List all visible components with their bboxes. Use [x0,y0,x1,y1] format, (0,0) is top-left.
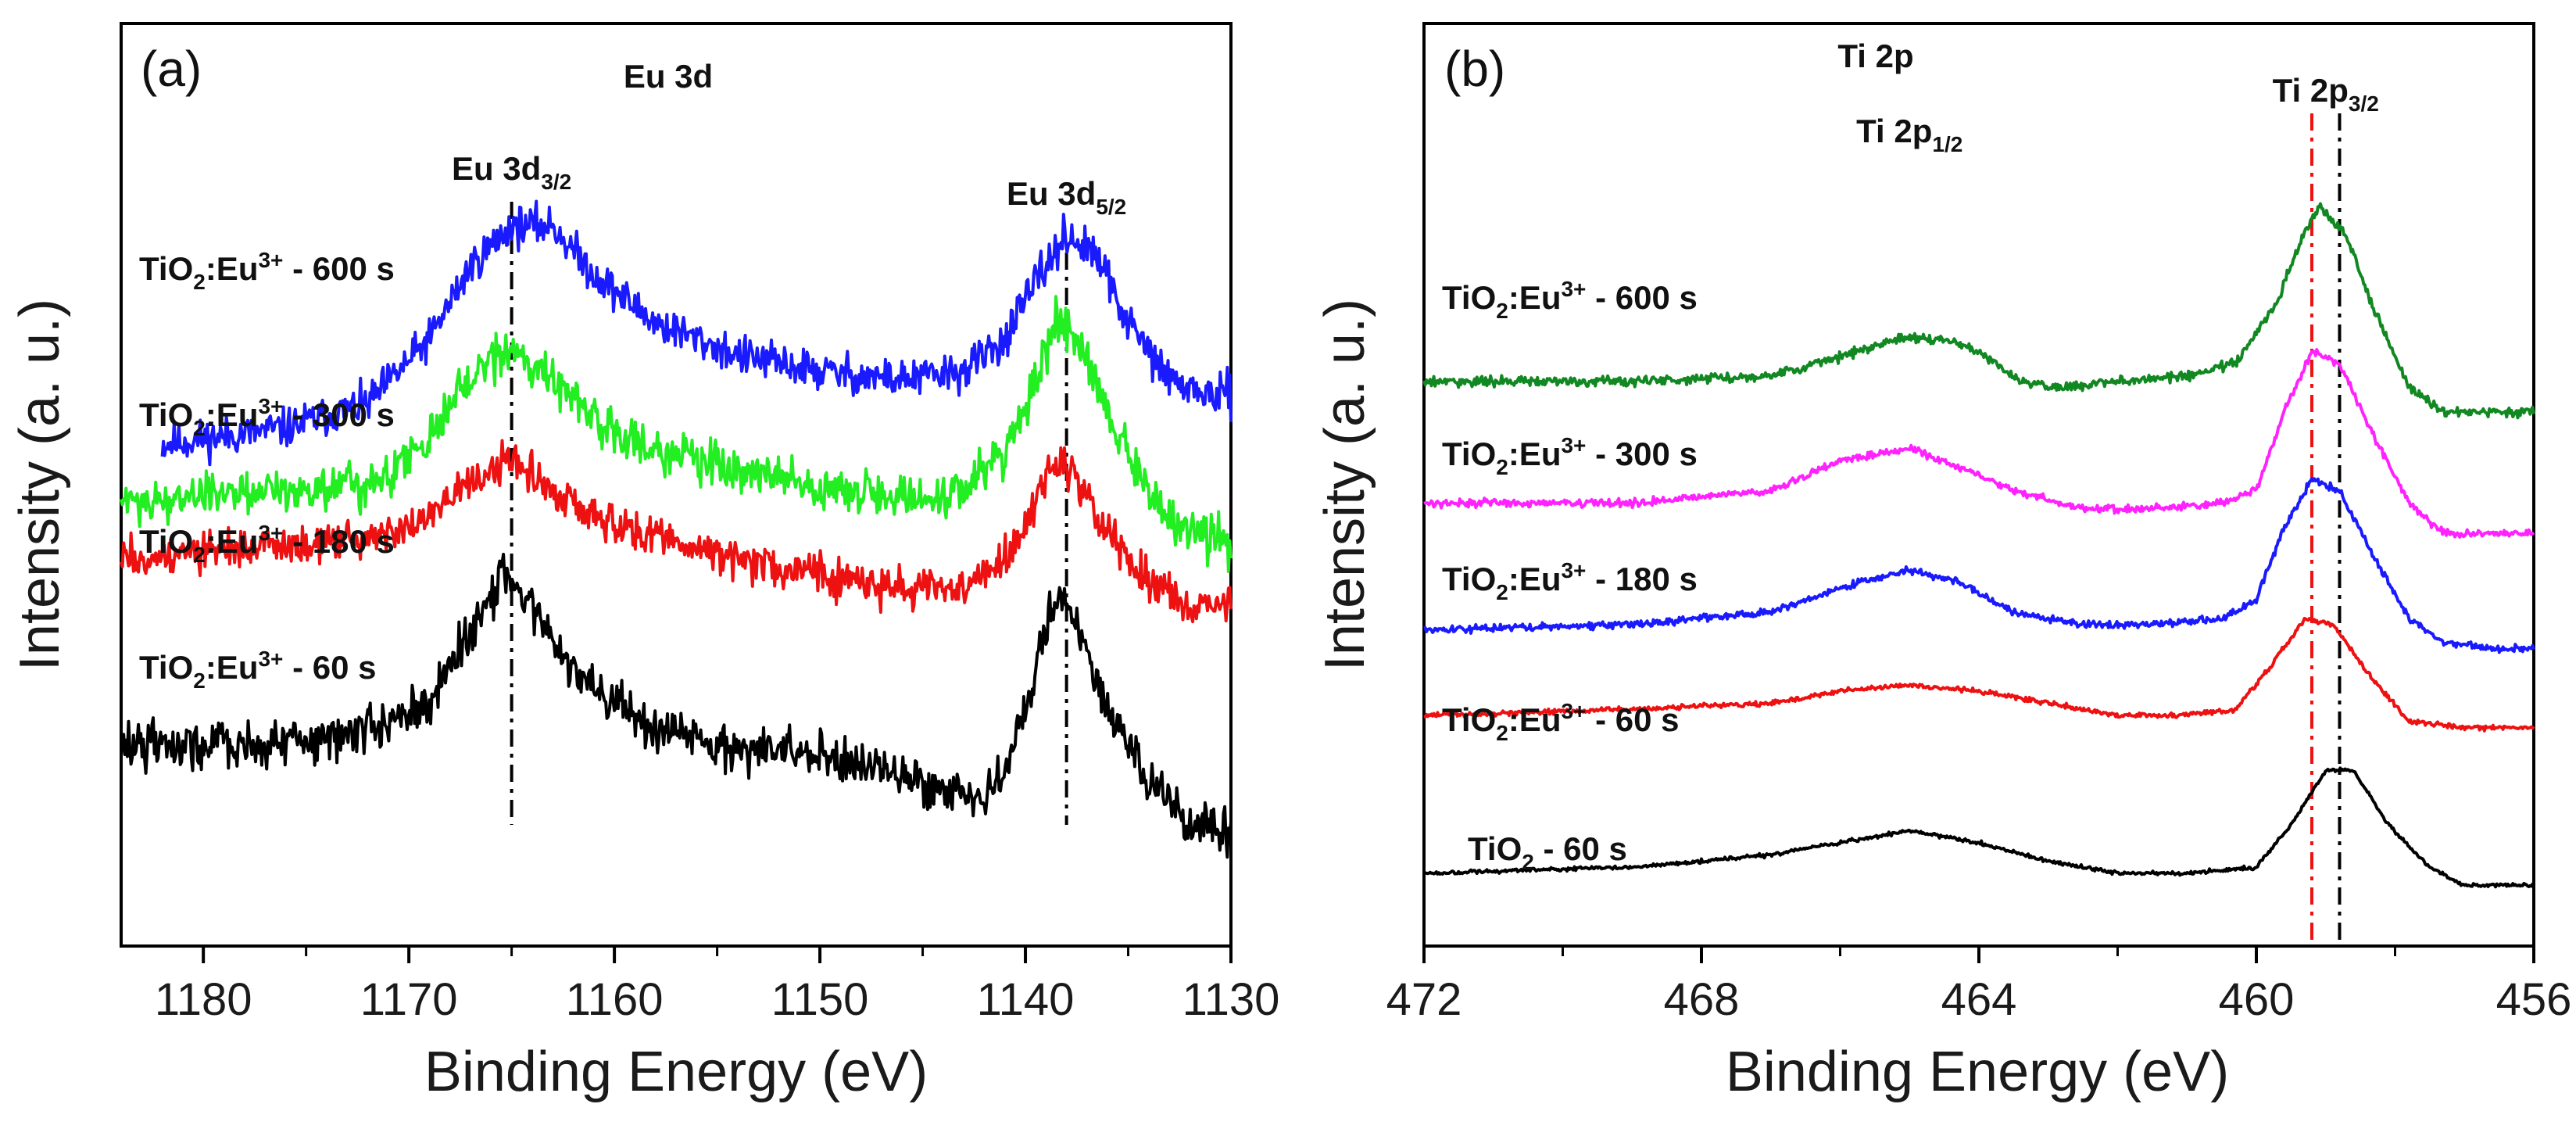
x-axis-title: Binding Energy (eV) [424,1041,928,1103]
panel-label: (b) [1444,41,1505,97]
x-tick-label: 1150 [771,974,869,1025]
x-tick-label: 1140 [977,974,1075,1025]
peak-label: Eu 3d5/2 [1007,175,1126,219]
x-tick-label: 1130 [1182,974,1280,1025]
chart-title: Ti 2p [1837,38,1913,74]
x-axis-title: Binding Energy (eV) [1726,1041,2229,1103]
series-label: TiO2:Eu3+ - 600 s [1442,277,1698,323]
x-tick-label: 472 [1386,974,1462,1025]
series-label: TiO2:Eu3+ - 300 s [139,394,395,440]
x-tick-label: 464 [1941,974,2017,1025]
series-label: TiO2:Eu3+ - 180 s [1442,558,1698,604]
peak-label: Eu 3d3/2 [452,150,571,194]
panel-b-chart: 472 468 464 460 456 Intensity (a. u.) Binding … [1314,22,2572,1103]
series-line [1422,202,2535,420]
series-line [120,553,1233,859]
x-tick-label: 460 [2219,974,2295,1025]
x-tick-label: 468 [1664,974,1740,1025]
series-label: TiO2:Eu3+ - 600 s [139,248,395,294]
x-tick-label: 456 [2496,974,2572,1025]
series-line [160,199,1233,467]
plot-frame [1422,22,2535,948]
series-line [1423,617,2535,733]
panel-label: (a) [141,41,202,97]
y-axis-title: Intensity (a. u.) [9,299,71,671]
series-line [120,295,1233,573]
series-line [1423,348,2535,539]
y-axis-title: Intensity (a. u.) [1314,299,1376,671]
x-tick-label: 1170 [360,974,458,1025]
peak-label: Ti 2p1/2 [1856,113,1962,156]
panel-a-chart: 1180 1170 1160 1150 1140 1130 Intensity (a. u.… [9,22,1280,1103]
series-line [1423,477,2535,654]
series-line [120,439,1233,624]
series-label: TiO2:Eu3+ - 300 s [1442,433,1698,479]
series-label: TiO2 - 60 s [1468,830,1627,874]
peak-label: Ti 2p3/2 [2273,72,2379,116]
x-tick-label: 1180 [155,974,252,1025]
plot-frame [120,22,1233,948]
series-line [1423,766,2535,889]
series-label: TiO2:Eu3+ - 180 s [139,521,395,567]
series-label: TiO2:Eu3+ - 60 s [1442,699,1679,745]
series-label: TiO2:Eu3+ - 60 s [139,647,376,693]
x-tick-label: 1160 [566,974,664,1025]
chart-title: Eu 3d [624,58,713,95]
